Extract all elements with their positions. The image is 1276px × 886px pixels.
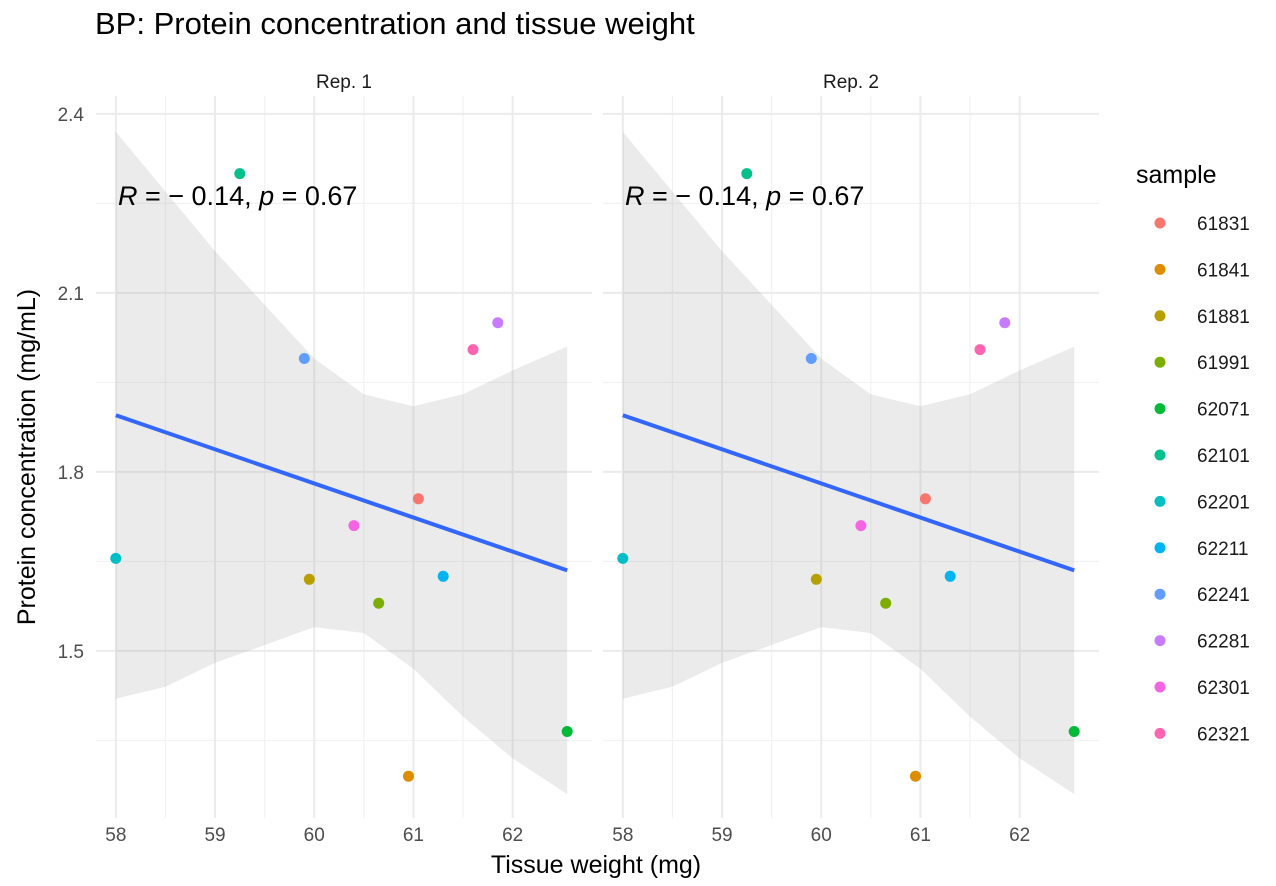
x-tick-label: 62 [1009,825,1030,846]
legend-item-61831: 61831 [1154,214,1250,235]
legend-key [1154,356,1166,368]
legend-key [1154,263,1166,275]
x-tick-label: 60 [811,825,832,846]
legend-label: 61881 [1197,307,1250,328]
data-point-62301 [855,520,867,532]
y-tick-label: 2.1 [58,284,84,305]
legend-key [1154,542,1166,554]
legend-label: 62281 [1197,632,1250,653]
data-point-62281 [492,317,504,329]
legend-label: 62071 [1197,400,1250,421]
x-tick-label: 58 [612,825,633,846]
legend-key [1154,681,1166,693]
legend-key [1154,310,1166,322]
regression-line [622,413,1075,573]
x-tick-label: 59 [204,825,225,846]
y-tick-label: 2.4 [58,105,85,126]
data-point-61881 [303,573,315,585]
legend-label: 62301 [1197,678,1250,699]
x-tick-label: 58 [105,825,126,846]
legend-key [1154,217,1166,229]
facet-strip-label: Rep. 1 [316,72,372,93]
data-point-61881 [810,573,822,585]
data-point-62071 [561,726,573,737]
legend-item-62241: 62241 [1154,585,1250,606]
data-point-62101 [234,168,246,180]
legend-label: 62211 [1197,539,1248,560]
legend-key [1154,727,1166,739]
p-symbol: p [765,181,781,211]
r-value: = − 0.14, [138,181,260,211]
data-point-62301 [348,520,360,532]
x-tick-label: 61 [910,825,931,846]
legend-key [1154,403,1166,415]
chart-title: BP: Protein concentration and tissue wei… [95,6,695,41]
r-value: = − 0.14, [645,181,767,211]
legend-title: sample [1136,161,1217,189]
data-point-62211 [437,570,449,582]
legend-item-62301: 62301 [1154,678,1250,699]
data-point-62101 [741,168,753,180]
data-point-62241 [298,353,310,364]
p-value: = 0.67 [274,181,357,211]
data-point-62321 [467,344,479,356]
legend-item-61881: 61881 [1154,307,1250,328]
confidence-band [622,131,1075,795]
legend-item-62321: 62321 [1154,724,1250,745]
legend-label: 62241 [1197,585,1250,606]
facet-panel-2: Rep. 2 R = − 0.14, p = 0.67 58 59 60 61 62 [603,72,1099,846]
y-tick-label: 1.8 [58,463,84,484]
data-point-62201 [110,552,122,564]
data-point-62321 [974,344,986,356]
facet-strip-label: Rep. 2 [823,72,879,93]
legend-label: 62101 [1197,446,1250,467]
x-tick-label: 59 [711,825,732,846]
p-symbol: p [258,181,274,211]
legend-item-61841: 61841 [1154,260,1250,281]
legend-key [1154,635,1166,647]
legend-key [1154,588,1166,600]
r-symbol: R [118,181,138,211]
confidence-band [115,131,568,795]
data-point-62201 [617,552,629,564]
data-point-62281 [999,317,1011,329]
data-point-61991 [373,597,385,609]
legend-item-62071: 62071 [1154,400,1250,421]
legend-label: 62321 [1197,724,1250,745]
correlation-annotation: R = − 0.14, p = 0.67 [118,181,357,211]
legend-label: 62201 [1197,492,1250,513]
data-point-61831 [919,493,931,505]
facet-panel-1: Rep. 1 R = − 0.14, p = 0.67 58 59 60 61 62 [96,72,592,846]
x-tick-label: 62 [502,825,523,846]
y-tick-label: 1.5 [58,642,84,663]
legend: sample 61831 61841 61881 61991 62071 62101 622… [1136,161,1250,745]
legend-item-62281: 62281 [1154,632,1250,653]
legend-label: 61831 [1197,214,1250,235]
r-symbol: R [625,181,645,211]
data-point-61841 [403,770,414,782]
p-value: = 0.67 [781,181,864,211]
x-tick-label: 61 [403,825,424,846]
legend-item-62101: 62101 [1154,446,1250,467]
legend-label: 61841 [1197,260,1250,281]
y-axis-title: Protein concentration (mg/mL) [13,289,41,625]
legend-item-62201: 62201 [1154,492,1250,513]
legend-item-62211: 62211 [1154,539,1248,560]
x-tick-label: 60 [304,825,325,846]
data-point-62241 [805,353,817,364]
correlation-annotation: R = − 0.14, p = 0.67 [625,181,864,211]
legend-key [1154,449,1166,461]
x-axis-title: Tissue weight (mg) [491,851,701,879]
data-point-61831 [412,493,424,505]
regression-line [115,413,568,573]
data-point-62071 [1068,726,1080,737]
data-point-61991 [880,597,892,609]
legend-label: 61991 [1197,353,1250,374]
legend-key [1154,495,1166,507]
legend-item-61991: 61991 [1154,353,1250,374]
data-point-62211 [944,570,956,582]
data-point-61841 [910,770,921,782]
